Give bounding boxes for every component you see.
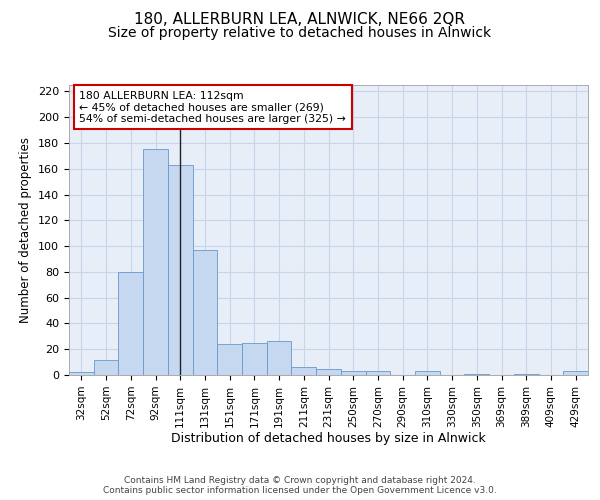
Bar [316,368,341,375]
Text: Size of property relative to detached houses in Alnwick: Size of property relative to detached ho… [109,26,491,40]
Bar [292,368,316,375]
Text: Contains HM Land Registry data © Crown copyright and database right 2024.
Contai: Contains HM Land Registry data © Crown c… [103,476,497,495]
Bar [464,374,489,375]
Bar [267,342,292,375]
Text: 180 ALLERBURN LEA: 112sqm
← 45% of detached houses are smaller (269)
54% of semi: 180 ALLERBURN LEA: 112sqm ← 45% of detac… [79,91,346,124]
Bar [563,371,588,375]
Text: 180, ALLERBURN LEA, ALNWICK, NE66 2QR: 180, ALLERBURN LEA, ALNWICK, NE66 2QR [134,12,466,28]
Bar [365,371,390,375]
Bar [193,250,217,375]
Y-axis label: Number of detached properties: Number of detached properties [19,137,32,323]
Bar [217,344,242,375]
Bar [118,272,143,375]
Bar [514,374,539,375]
Bar [143,150,168,375]
Bar [168,165,193,375]
Bar [415,371,440,375]
X-axis label: Distribution of detached houses by size in Alnwick: Distribution of detached houses by size … [171,432,486,446]
Bar [69,372,94,375]
Bar [341,371,365,375]
Bar [242,343,267,375]
Bar [94,360,118,375]
